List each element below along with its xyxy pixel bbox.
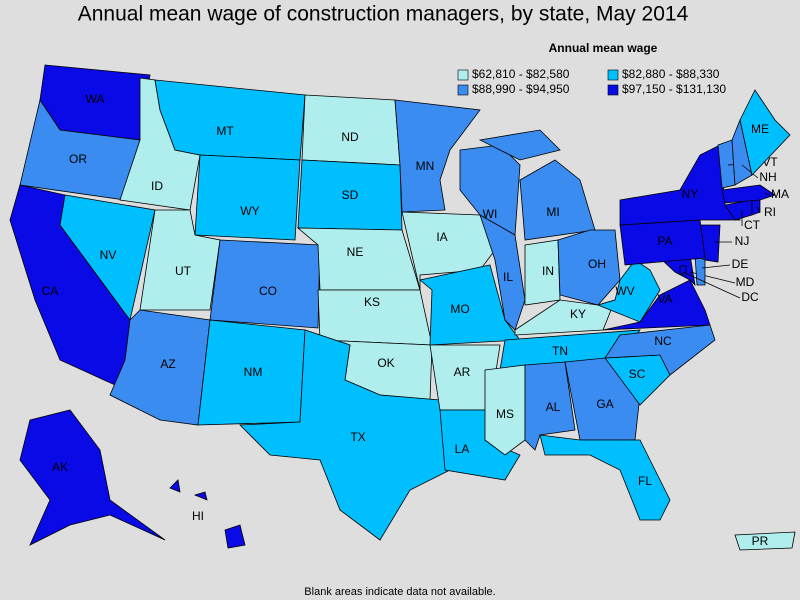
state-shape: [239, 329, 451, 541]
legend-label: $82,880 - $88,330: [622, 67, 720, 81]
state-label: FL: [638, 474, 652, 488]
state-label: KY: [570, 307, 586, 321]
state-label: WI: [483, 207, 498, 221]
state-label: SD: [342, 188, 359, 202]
state-shape: [596, 259, 661, 323]
legend-label: $88,990 - $94,950: [472, 82, 570, 96]
state-label: AZ: [160, 357, 175, 371]
footnote: Blank areas indicate data not available.: [304, 586, 495, 598]
state-label: GA: [596, 397, 613, 411]
state-label: MD: [736, 275, 755, 289]
state-label: VA: [657, 292, 672, 306]
state-label: MT: [216, 124, 234, 138]
state-label: LA: [455, 442, 470, 456]
state-label: MN: [416, 159, 435, 173]
state-label: NM: [244, 365, 263, 379]
leader-line: [682, 271, 741, 299]
state-label: AL: [546, 400, 561, 414]
state-label: NJ: [735, 234, 750, 248]
state-shape: [734, 531, 796, 551]
map-title: Annual mean wage of construction manager…: [78, 3, 689, 26]
state-shape: [751, 199, 761, 216]
leader-line: [701, 264, 731, 269]
state-label: DC: [741, 290, 759, 304]
state-shape: [679, 265, 687, 275]
state-label: PA: [657, 234, 672, 248]
legend-label: $62,810 - $82,580: [472, 67, 570, 81]
state-shape: [739, 89, 791, 176]
state-label: IA: [436, 230, 447, 244]
state-label: WY: [240, 204, 259, 218]
leader-line: [741, 164, 759, 179]
state-shape: [19, 409, 166, 546]
state-label: ID: [151, 179, 163, 193]
legend-swatch: [457, 69, 469, 81]
state-label: KS: [364, 295, 380, 309]
legend-label: $97,150 - $131,130: [622, 82, 726, 96]
state-label: OH: [588, 257, 606, 271]
state-label: IN: [542, 264, 554, 278]
state-label: MS: [496, 407, 514, 421]
state-label: MA: [771, 187, 789, 201]
state-shape: [694, 254, 706, 286]
state-label: ND: [341, 130, 359, 144]
state-label: OK: [377, 356, 394, 370]
legend-swatch: [607, 84, 619, 96]
state-shape: [539, 434, 671, 521]
state-label: NV: [100, 248, 117, 262]
state-label: PR: [752, 534, 769, 548]
state-label: RI: [764, 205, 776, 219]
state-label: IL: [503, 270, 513, 284]
states: WA OR CA NV ID MT WY UT CO AZ NM ND SD NE KS OK TX MN IA MO…: [9, 64, 796, 551]
state-label: NY: [682, 187, 699, 201]
state-label: TN: [552, 344, 568, 358]
leader-line: [756, 206, 761, 214]
state-shape: [478, 129, 596, 241]
state-label: SC: [629, 367, 646, 381]
legend-title: Annual mean wage: [549, 41, 658, 55]
state-shape: [721, 184, 776, 204]
state-label: MI: [546, 205, 559, 219]
state-label: MO: [450, 302, 469, 316]
state-label: NC: [654, 334, 672, 348]
state-label: CO: [259, 284, 277, 298]
state-label: TX: [350, 430, 365, 444]
legend-swatch: [457, 84, 469, 96]
state-label: UT: [175, 264, 192, 278]
state-label: WA: [86, 92, 105, 106]
state-label: OR: [69, 152, 87, 166]
state-label: AK: [52, 460, 68, 474]
legend: $62,810 - $82,580 $82,880 - $88,330 $88,99…: [457, 67, 726, 96]
state-label: WV: [615, 284, 634, 298]
state-shape: [394, 99, 481, 213]
state-label: NE: [347, 245, 364, 259]
legend-swatch: [607, 69, 619, 81]
state-label: NH: [759, 170, 776, 184]
state-label: HI: [192, 509, 204, 523]
state-shape: [209, 239, 321, 329]
state-label: DE: [732, 257, 749, 271]
state-label: ME: [751, 122, 769, 136]
state-shape: [484, 364, 526, 456]
leader-line: [764, 192, 771, 196]
state-shape: [169, 479, 246, 549]
state-shape: [194, 154, 301, 241]
state-label: AR: [454, 365, 471, 379]
state-label: CA: [42, 284, 59, 298]
state-label: CT: [744, 218, 761, 232]
